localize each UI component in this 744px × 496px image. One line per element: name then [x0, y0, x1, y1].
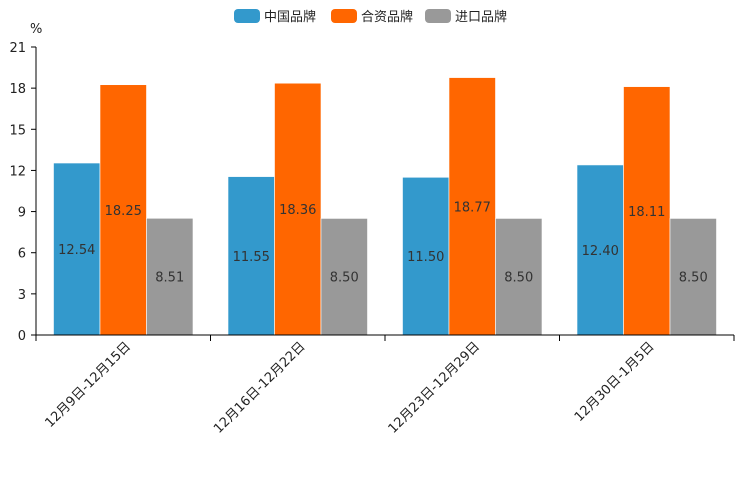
legend-swatch [234, 9, 260, 23]
bar [669, 218, 717, 336]
y-tick-label: 21 [9, 41, 26, 56]
y-tick-label: 15 [9, 123, 26, 138]
legend-swatch [425, 9, 451, 23]
legend: 中国品牌 合资品牌 进口品牌 [234, 9, 507, 25]
data-label: 8.50 [679, 271, 708, 286]
y-tick-label: 0 [18, 329, 26, 344]
legend-label: 中国品牌 [264, 9, 316, 25]
legend-label: 进口品牌 [455, 9, 507, 25]
data-label: 18.36 [279, 203, 316, 218]
y-tick-label: 9 [18, 206, 26, 221]
data-label: 8.50 [504, 271, 533, 286]
data-label: 11.55 [233, 250, 270, 265]
y-tick-label: 3 [18, 288, 26, 303]
data-label: 8.51 [155, 271, 184, 286]
legend-swatch [331, 9, 357, 23]
x-category-label: 12月16日-12月22日 [211, 339, 308, 436]
x-category-label: 12月9日-12月15日 [42, 339, 134, 431]
y-tick-label: 18 [9, 82, 26, 97]
data-label: 18.25 [105, 204, 142, 219]
y-tick-label: 6 [18, 247, 26, 262]
legend-label: 合资品牌 [361, 9, 413, 25]
bars: 12.54 18.25 8.51 11.55 18.36 8.50 11.50 18.77 8.… [53, 77, 717, 336]
data-label: 12.54 [58, 243, 95, 258]
data-label: 12.40 [582, 244, 619, 259]
y-axis-unit-label: % [30, 22, 42, 37]
bar [402, 176, 450, 336]
x-category-label: 12月23日-12月29日 [386, 339, 483, 436]
bar [623, 86, 671, 336]
bar [576, 164, 624, 336]
data-label: 18.77 [454, 200, 491, 215]
data-label: 8.50 [330, 271, 359, 286]
y-tick-label: 12 [9, 164, 26, 179]
bar [448, 77, 496, 336]
y-axis: 0 3 6 9 12 15 18 21 [9, 41, 37, 344]
data-label: 11.50 [407, 250, 444, 265]
bar [495, 218, 543, 336]
bar [320, 218, 368, 336]
data-label: 18.11 [628, 205, 665, 220]
x-axis: 12月9日-12月15日 12月16日-12月22日 12月23日-12月29日 12… [35, 334, 735, 437]
x-category-label: 12月30日-1月5日 [572, 339, 658, 425]
